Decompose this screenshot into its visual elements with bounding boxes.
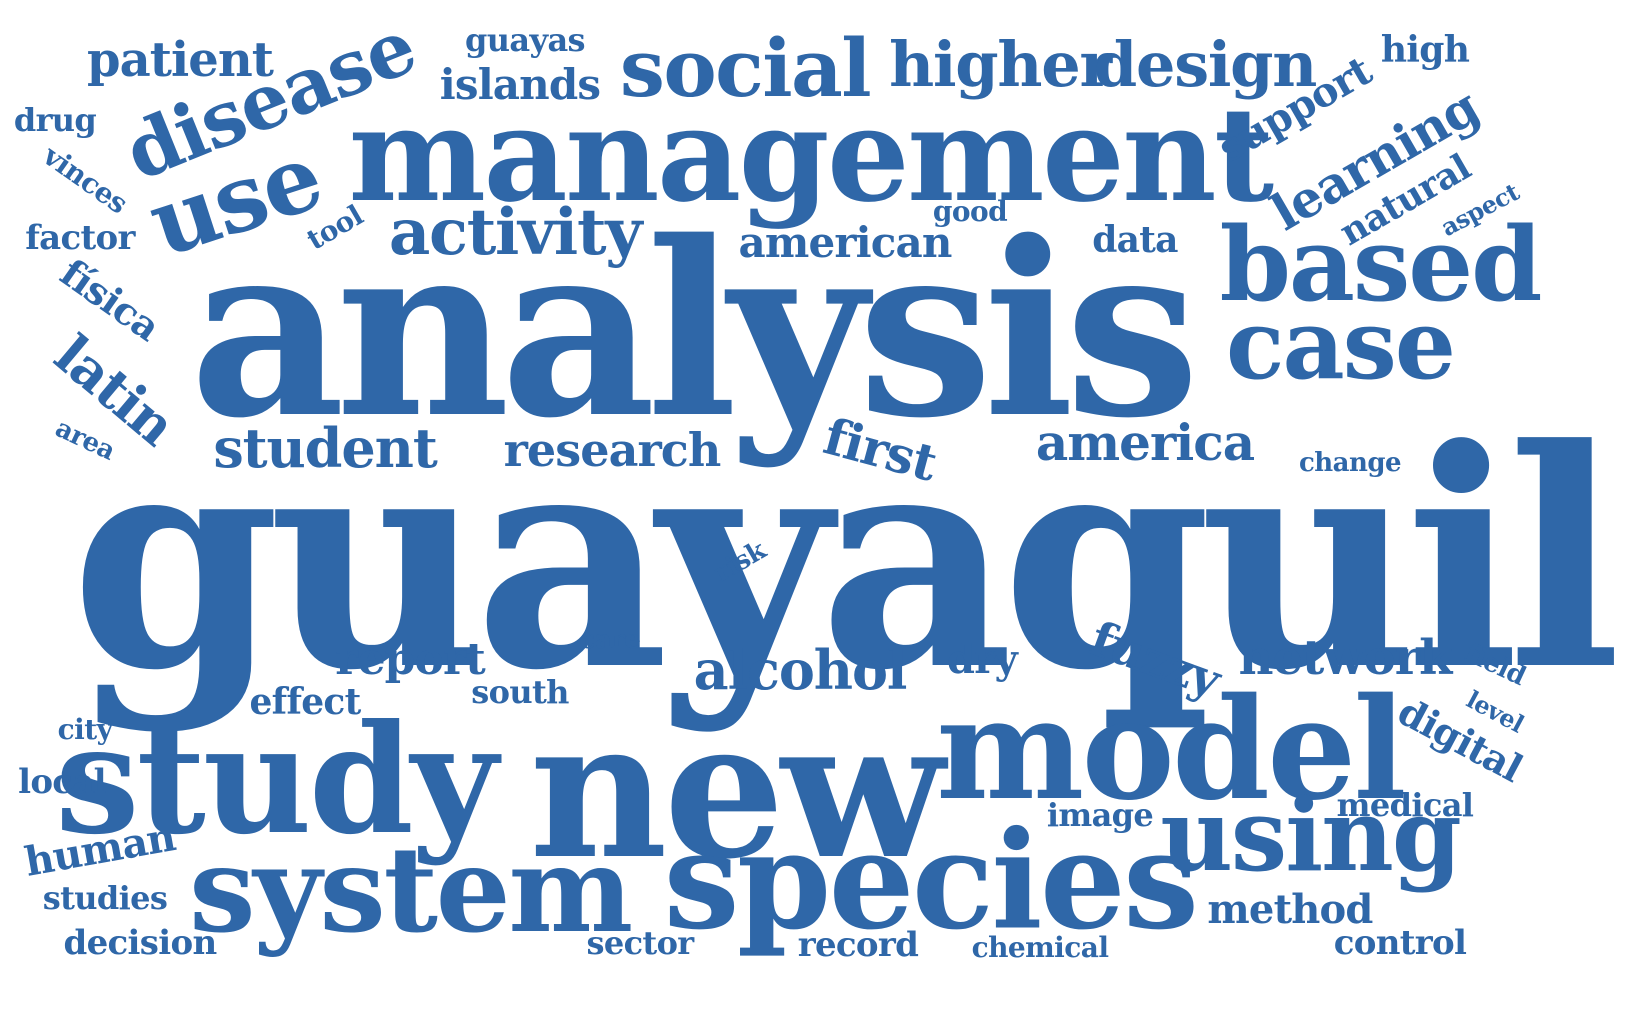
- word-case: case: [1225, 288, 1456, 401]
- word-care: care: [579, 625, 641, 655]
- word-alcohol: alcohol: [693, 638, 908, 702]
- word-guayaquil: guayaquil: [70, 383, 1622, 736]
- word-design: design: [1093, 28, 1317, 101]
- word-city: city: [57, 713, 113, 746]
- word-change: change: [1298, 448, 1402, 478]
- word-student: student: [213, 416, 437, 480]
- word-america: america: [1035, 413, 1255, 472]
- word-method: method: [1207, 886, 1373, 933]
- word-islands: islands: [439, 60, 601, 109]
- word-species: species: [663, 800, 1199, 960]
- word-chemical: chemical: [971, 931, 1109, 964]
- word-system: system: [189, 820, 633, 959]
- word-human: human: [21, 813, 179, 886]
- word-factor: factor: [25, 218, 135, 258]
- word-vinces: vinces: [37, 138, 134, 221]
- word-good: good: [932, 195, 1008, 228]
- word-fisica: física: [52, 249, 169, 350]
- word-sector: sector: [586, 924, 694, 962]
- word-study: study: [55, 692, 498, 868]
- word-control: control: [1333, 923, 1467, 963]
- word-management: management: [348, 78, 1275, 231]
- word-activity: activity: [388, 195, 643, 270]
- word-record: record: [797, 925, 919, 965]
- word-report: report: [335, 634, 485, 685]
- word-research: research: [503, 423, 722, 477]
- word-effect: effect: [249, 681, 361, 723]
- word-local: local: [18, 762, 107, 802]
- word-network: network: [1238, 630, 1453, 686]
- word-drug: drug: [13, 101, 97, 139]
- word-using: using: [1160, 776, 1462, 894]
- word-guayas: guayas: [465, 21, 586, 59]
- word-model: model: [936, 668, 1406, 832]
- word-higher: higher: [889, 28, 1112, 101]
- word-dry: dry: [947, 636, 1018, 683]
- word-based: based: [1219, 205, 1543, 325]
- word-new: new: [529, 678, 944, 901]
- word-analysis: analysis: [189, 189, 1200, 471]
- word-south: south: [471, 673, 569, 711]
- word-social: social: [619, 21, 872, 115]
- word-image: image: [1046, 796, 1154, 834]
- word-high: high: [1380, 29, 1470, 71]
- word-medical: medical: [1336, 786, 1474, 824]
- word-american: american: [738, 218, 952, 267]
- word-data: data: [1092, 219, 1178, 261]
- word-studies: studies: [42, 879, 168, 917]
- word-patient: patient: [87, 32, 274, 88]
- word-decision: decision: [63, 923, 217, 963]
